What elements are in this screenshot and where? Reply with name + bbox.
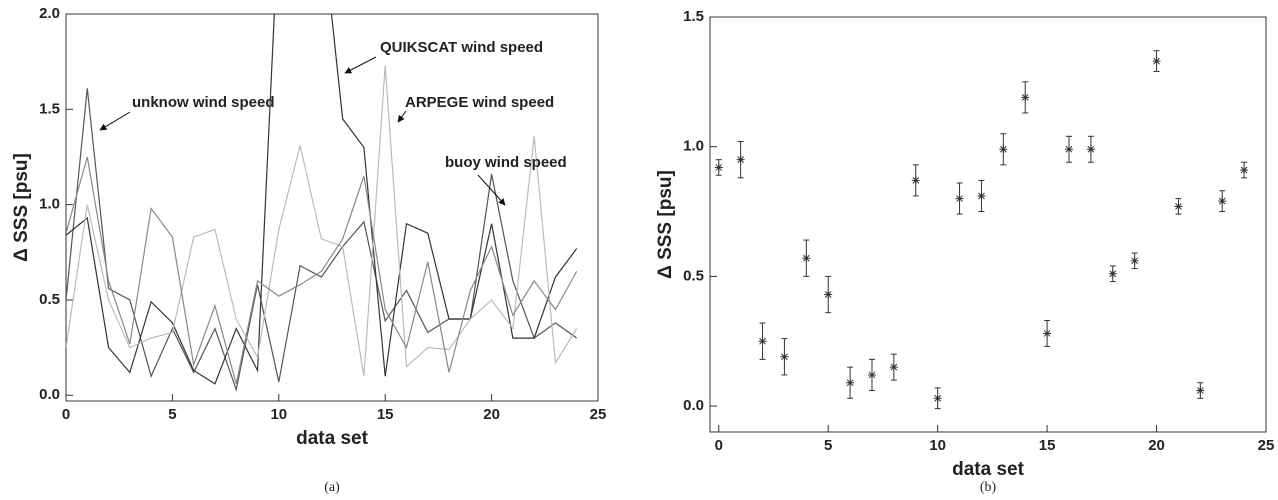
point xyxy=(889,363,898,372)
y-axis-title: Δ SSS [psu] xyxy=(11,153,32,262)
y-tick-label: 0.0 xyxy=(683,397,704,414)
x-tick-label: 20 xyxy=(483,406,500,423)
y-tick-label: 2.0 xyxy=(39,5,60,22)
caption: (a) xyxy=(324,480,340,495)
point xyxy=(933,394,942,403)
point xyxy=(1108,269,1117,278)
x-tick-label: 15 xyxy=(377,406,394,423)
point xyxy=(1218,197,1227,206)
annotation: unknow wind speed xyxy=(132,94,275,111)
x-tick-label: 10 xyxy=(929,437,946,454)
x-tick-label: 0 xyxy=(715,437,723,454)
x-tick-label: 10 xyxy=(270,406,287,423)
annotation-arrow xyxy=(99,111,131,131)
annotation-arrow xyxy=(477,174,506,206)
point xyxy=(824,290,833,299)
annotation: QUIKSCAT wind speed xyxy=(380,39,543,56)
line xyxy=(66,156,578,384)
point xyxy=(1174,202,1183,211)
point xyxy=(1043,329,1052,338)
x-tick-label: 5 xyxy=(168,406,176,423)
annotation-arrow xyxy=(344,56,377,74)
x-axis-title: data set xyxy=(296,428,368,449)
point xyxy=(846,378,855,387)
point xyxy=(780,352,789,361)
y-tick-label: 0.5 xyxy=(683,267,704,284)
point xyxy=(867,370,876,379)
x-axis-title: data set xyxy=(952,459,1024,480)
point xyxy=(977,191,986,200)
x-tick-label: 0 xyxy=(62,406,70,423)
y-tick-label: 0.0 xyxy=(39,386,60,403)
caption: (b) xyxy=(980,480,997,495)
point xyxy=(736,155,745,164)
y-tick-label: 1.5 xyxy=(39,100,60,117)
point xyxy=(999,145,1008,154)
line xyxy=(66,14,578,385)
y-tick-label: 0.5 xyxy=(39,291,60,308)
plot-frame xyxy=(709,16,1267,433)
y-tick-label: 1.0 xyxy=(683,138,704,155)
point xyxy=(1130,256,1139,265)
point xyxy=(1240,166,1249,175)
point xyxy=(1196,386,1205,395)
x-tick-label: 25 xyxy=(590,406,607,423)
point xyxy=(1086,145,1095,154)
point xyxy=(1064,145,1073,154)
panel: 0 5 10 15 20 25 0.0 0.5 1.0 1.5 2.0 data set Δ SSS [… xyxy=(11,5,607,495)
point xyxy=(714,163,723,172)
x-tick-label: 15 xyxy=(1039,437,1056,454)
point xyxy=(1152,57,1161,66)
annotation: buoy wind speed xyxy=(445,154,567,171)
x-tick-label: 5 xyxy=(824,437,832,454)
x-tick-label: 20 xyxy=(1148,437,1165,454)
point xyxy=(911,176,920,185)
y-tick-label: 1.5 xyxy=(683,8,704,25)
annotation: ARPEGE wind speed xyxy=(405,94,554,111)
y-axis-title: Δ SSS [psu] xyxy=(655,170,676,279)
point xyxy=(758,337,767,346)
line xyxy=(66,88,578,392)
annotation-arrow xyxy=(397,110,407,123)
point xyxy=(1021,93,1030,102)
point xyxy=(802,254,811,263)
plot-frame xyxy=(65,13,599,402)
line xyxy=(66,65,578,377)
x-tick-label: 25 xyxy=(1258,437,1275,454)
panel: 0 5 10 15 20 25 0.0 0.5 1.0 1.5 data set Δ SSS [psu… xyxy=(655,8,1274,495)
point xyxy=(955,194,964,203)
y-tick-label: 1.0 xyxy=(39,196,60,213)
